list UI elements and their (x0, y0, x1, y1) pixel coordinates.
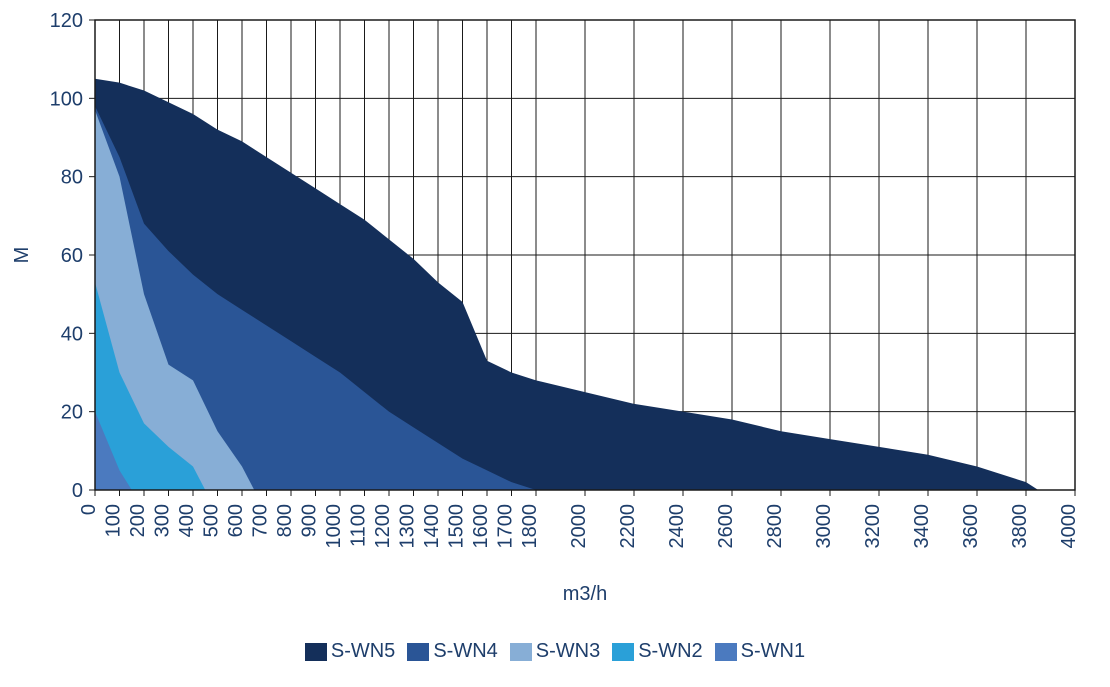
legend-swatch (510, 643, 532, 661)
x-tick-label: 1500 (446, 504, 468, 549)
legend-item-S-WN3: S-WN3 (510, 640, 600, 663)
chart-legend: S-WN5 S-WN4 S-WN3 S-WN2 S-WN1 (0, 640, 1110, 666)
y-tick-label: 120 (50, 10, 83, 32)
legend-item-S-WN4: S-WN4 (407, 640, 497, 663)
y-axis-label: M (11, 247, 33, 264)
legend-item-S-WN1: S-WN1 (715, 640, 805, 663)
x-tick-label: 3200 (862, 504, 884, 549)
legend-swatch (407, 643, 429, 661)
x-tick-label: 2400 (666, 504, 688, 549)
x-tick-label: 3000 (813, 504, 835, 549)
x-tick-label: 2200 (617, 504, 639, 549)
pump-curve-chart: 0204060801001200100200300400500600700800… (0, 0, 1110, 687)
x-tick-label: 900 (299, 504, 321, 537)
x-tick-label: 0 (78, 504, 100, 515)
x-tick-label: 100 (103, 504, 125, 537)
x-tick-label: 2000 (568, 504, 590, 549)
x-tick-label: 700 (250, 504, 272, 537)
x-tick-label: 2800 (764, 504, 786, 549)
legend-label: S-WN1 (741, 640, 805, 663)
x-tick-label: 1800 (519, 504, 541, 549)
x-tick-label: 500 (201, 504, 223, 537)
legend-label: S-WN4 (433, 640, 497, 663)
y-tick-label: 100 (50, 88, 83, 110)
x-tick-label: 200 (127, 504, 149, 537)
legend-item-S-WN2: S-WN2 (612, 640, 702, 663)
x-tick-label: 2600 (715, 504, 737, 549)
x-tick-label: 300 (152, 504, 174, 537)
x-tick-label: 1000 (323, 504, 345, 549)
legend-swatch (612, 643, 634, 661)
x-tick-label: 1200 (372, 504, 394, 549)
y-tick-label: 60 (61, 245, 83, 267)
x-axis-label: m3/h (563, 583, 607, 605)
x-tick-label: 1300 (397, 504, 419, 549)
x-tick-label: 3400 (911, 504, 933, 549)
y-tick-label: 80 (61, 167, 83, 189)
x-tick-label: 600 (225, 504, 247, 537)
legend-swatch (715, 643, 737, 661)
x-tick-label: 3800 (1009, 504, 1031, 549)
x-tick-label: 800 (274, 504, 296, 537)
y-tick-label: 0 (72, 480, 83, 502)
x-tick-label: 1700 (495, 504, 517, 549)
x-tick-label: 1100 (348, 504, 370, 547)
x-tick-label: 3600 (960, 504, 982, 549)
x-tick-label: 1400 (421, 504, 443, 549)
x-tick-label: 4000 (1058, 504, 1080, 549)
y-tick-label: 20 (61, 402, 83, 424)
legend-item-S-WN5: S-WN5 (305, 640, 395, 663)
x-tick-label: 400 (176, 504, 198, 537)
x-tick-label: 1600 (470, 504, 492, 549)
chart-canvas: 0204060801001200100200300400500600700800… (0, 0, 1110, 687)
y-tick-label: 40 (61, 323, 83, 345)
legend-label: S-WN2 (638, 640, 702, 663)
legend-swatch (305, 643, 327, 661)
legend-label: S-WN3 (536, 640, 600, 663)
legend-label: S-WN5 (331, 640, 395, 663)
